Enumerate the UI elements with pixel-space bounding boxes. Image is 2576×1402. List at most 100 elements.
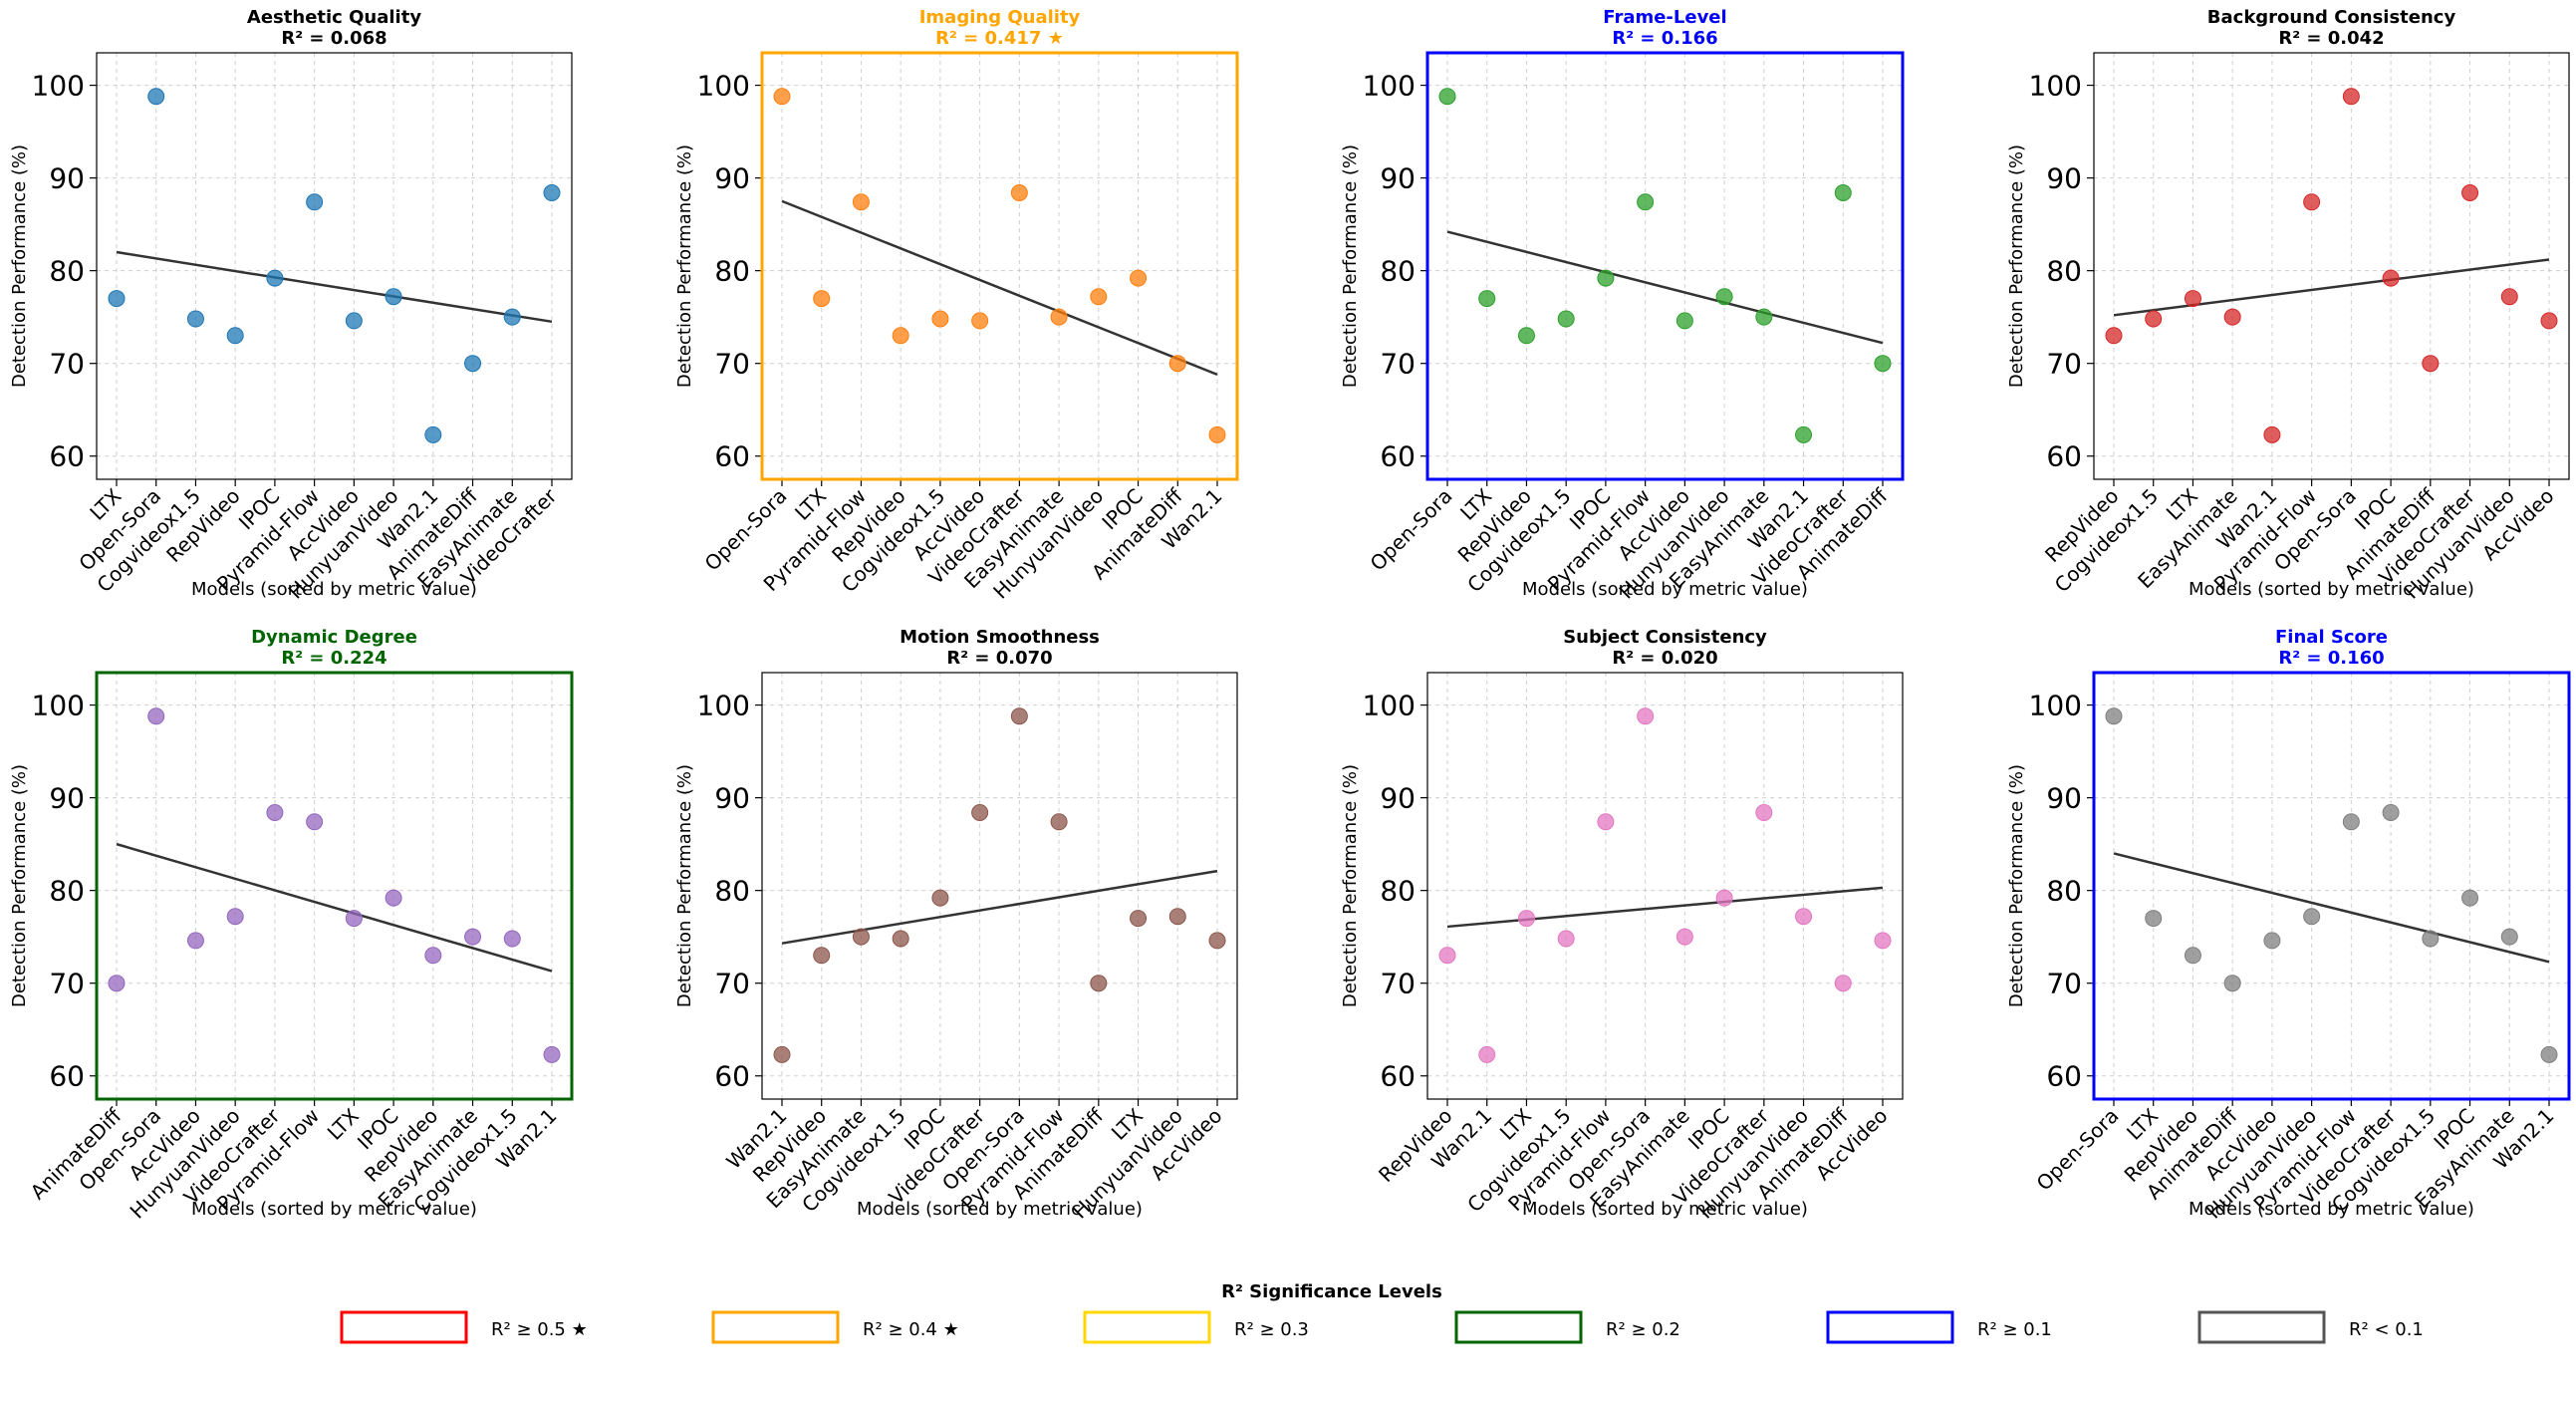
- data-point-videocrafter: [1755, 803, 1773, 821]
- y-tick-label: 80: [714, 875, 750, 908]
- y-tick-label: 80: [1380, 255, 1416, 288]
- data-point-videocrafter: [266, 803, 284, 821]
- y-tick-label: 70: [2046, 968, 2082, 1000]
- y-tick-label: 90: [2046, 162, 2082, 195]
- data-point-animatediff: [1834, 975, 1852, 992]
- data-point-hunyuanvideo: [2303, 908, 2321, 926]
- data-point-open-sora: [1637, 707, 1655, 725]
- legend-label: R² < 0.1: [2349, 1319, 2424, 1340]
- data-point-repvideo: [424, 947, 442, 965]
- y-tick-label: 70: [49, 348, 85, 381]
- subplot-title: Subject Consistency: [1563, 627, 1767, 648]
- data-point-hunyuanvideo: [1795, 908, 1813, 926]
- y-tick-label: 60: [714, 440, 750, 473]
- subplot-title: Frame-Level: [1603, 7, 1726, 28]
- y-tick-label: 90: [714, 162, 750, 195]
- plot-frame: [2093, 52, 2570, 480]
- y-axis-label: Detection Performance (%): [1340, 764, 1361, 1007]
- data-point-easyanimate: [1050, 308, 1068, 326]
- data-point-pyramid-flow: [1597, 813, 1615, 831]
- data-point-animatediff: [1874, 355, 1892, 373]
- plot-frame: [96, 52, 573, 480]
- data-point-repvideo: [892, 327, 909, 345]
- y-axis-label: Detection Performance (%): [2006, 144, 2027, 388]
- y-tick-label: 60: [1380, 1060, 1416, 1093]
- data-point-animatediff: [464, 355, 482, 373]
- data-point-wan2-1: [1795, 425, 1813, 443]
- y-axis-label: Detection Performance (%): [674, 764, 695, 1007]
- x-axis-label: Models (sorted by metric value): [2189, 1199, 2474, 1220]
- data-point-open-sora: [147, 88, 165, 106]
- data-point-ltx: [345, 910, 363, 928]
- data-point-accvideo: [186, 932, 204, 950]
- data-point-ipoc: [2461, 889, 2479, 907]
- y-tick-label: 70: [1380, 968, 1416, 1000]
- plot-frame: [95, 671, 574, 1101]
- x-axis-label: Models (sorted by metric value): [191, 1199, 477, 1220]
- y-tick-label: 100: [2029, 690, 2082, 722]
- y-tick-label: 100: [1363, 70, 1416, 103]
- y-tick-label: 70: [1380, 348, 1416, 381]
- data-point-ltx: [1130, 910, 1148, 928]
- data-point-repvideo: [813, 947, 831, 965]
- subplot-title: Dynamic Degree: [251, 627, 417, 648]
- data-point-videocrafter: [1834, 183, 1852, 201]
- data-point-videocrafter: [1010, 183, 1028, 201]
- data-point-cogvideox1-5: [2422, 930, 2440, 948]
- y-tick-label: 60: [1380, 440, 1416, 473]
- y-tick-label: 90: [1380, 162, 1416, 195]
- data-point-animatediff: [2422, 355, 2440, 373]
- data-point-cogvideox1-5: [2145, 310, 2163, 328]
- data-point-wan2-1: [2540, 1045, 2558, 1063]
- data-point-ipoc: [1597, 269, 1615, 287]
- subplot-title: Final Score: [2275, 627, 2388, 648]
- y-tick-label: 90: [49, 782, 85, 815]
- subplot-r2: R² = 0.417 ★: [935, 28, 1064, 49]
- y-tick-label: 60: [714, 1060, 750, 1093]
- plot-frame: [2092, 671, 2571, 1101]
- data-point-ipoc: [385, 889, 402, 907]
- data-point-wan2-1: [2263, 425, 2281, 443]
- y-tick-label: 70: [49, 968, 85, 1000]
- y-tick-label: 70: [2046, 348, 2082, 381]
- data-point-ltx: [813, 290, 831, 308]
- data-point-pyramid-flow: [306, 813, 324, 831]
- legend-swatch: [2197, 1310, 2326, 1344]
- data-point-easyanimate: [2223, 308, 2241, 326]
- y-tick-label: 60: [2046, 1060, 2082, 1093]
- data-point-ipoc: [266, 269, 284, 287]
- trend-line: [781, 199, 1218, 377]
- legend-label: R² ≥ 0.4 ★: [863, 1319, 959, 1340]
- data-point-ltx: [1517, 910, 1535, 928]
- legend-label: R² ≥ 0.1: [1977, 1319, 2052, 1340]
- data-point-pyramid-flow: [1637, 193, 1655, 211]
- data-point-wan2-1: [1208, 425, 1226, 443]
- data-point-pyramid-flow: [2303, 193, 2321, 211]
- subplot-title: Imaging Quality: [919, 7, 1081, 28]
- data-point-open-sora: [147, 707, 165, 725]
- legend-swatch: [711, 1310, 840, 1344]
- data-point-ipoc: [1715, 889, 1733, 907]
- y-axis-label: Detection Performance (%): [9, 144, 30, 388]
- y-tick-label: 80: [49, 875, 85, 908]
- y-tick-label: 100: [2029, 70, 2082, 103]
- data-point-easyanimate: [2500, 928, 2518, 946]
- data-point-videocrafter: [971, 803, 989, 821]
- data-point-wan2-1: [543, 1045, 561, 1063]
- plot-frame: [760, 51, 1239, 481]
- data-point-ltx: [108, 290, 126, 308]
- data-point-cogvideox1-5: [892, 930, 909, 948]
- y-tick-label: 80: [49, 255, 85, 288]
- y-axis-label: Detection Performance (%): [9, 764, 30, 1007]
- data-point-ipoc: [931, 889, 949, 907]
- data-point-repvideo: [1517, 327, 1535, 345]
- subplot-r2: R² = 0.020: [1612, 648, 1717, 669]
- y-tick-label: 90: [2046, 782, 2082, 815]
- data-point-hunyuanvideo: [2500, 288, 2518, 306]
- data-point-accvideo: [2540, 312, 2558, 330]
- plot-frame: [1425, 51, 1905, 481]
- subplot-title: Motion Smoothness: [900, 627, 1100, 648]
- data-point-ltx: [2145, 910, 2163, 928]
- data-point-hunyuanvideo: [385, 288, 402, 306]
